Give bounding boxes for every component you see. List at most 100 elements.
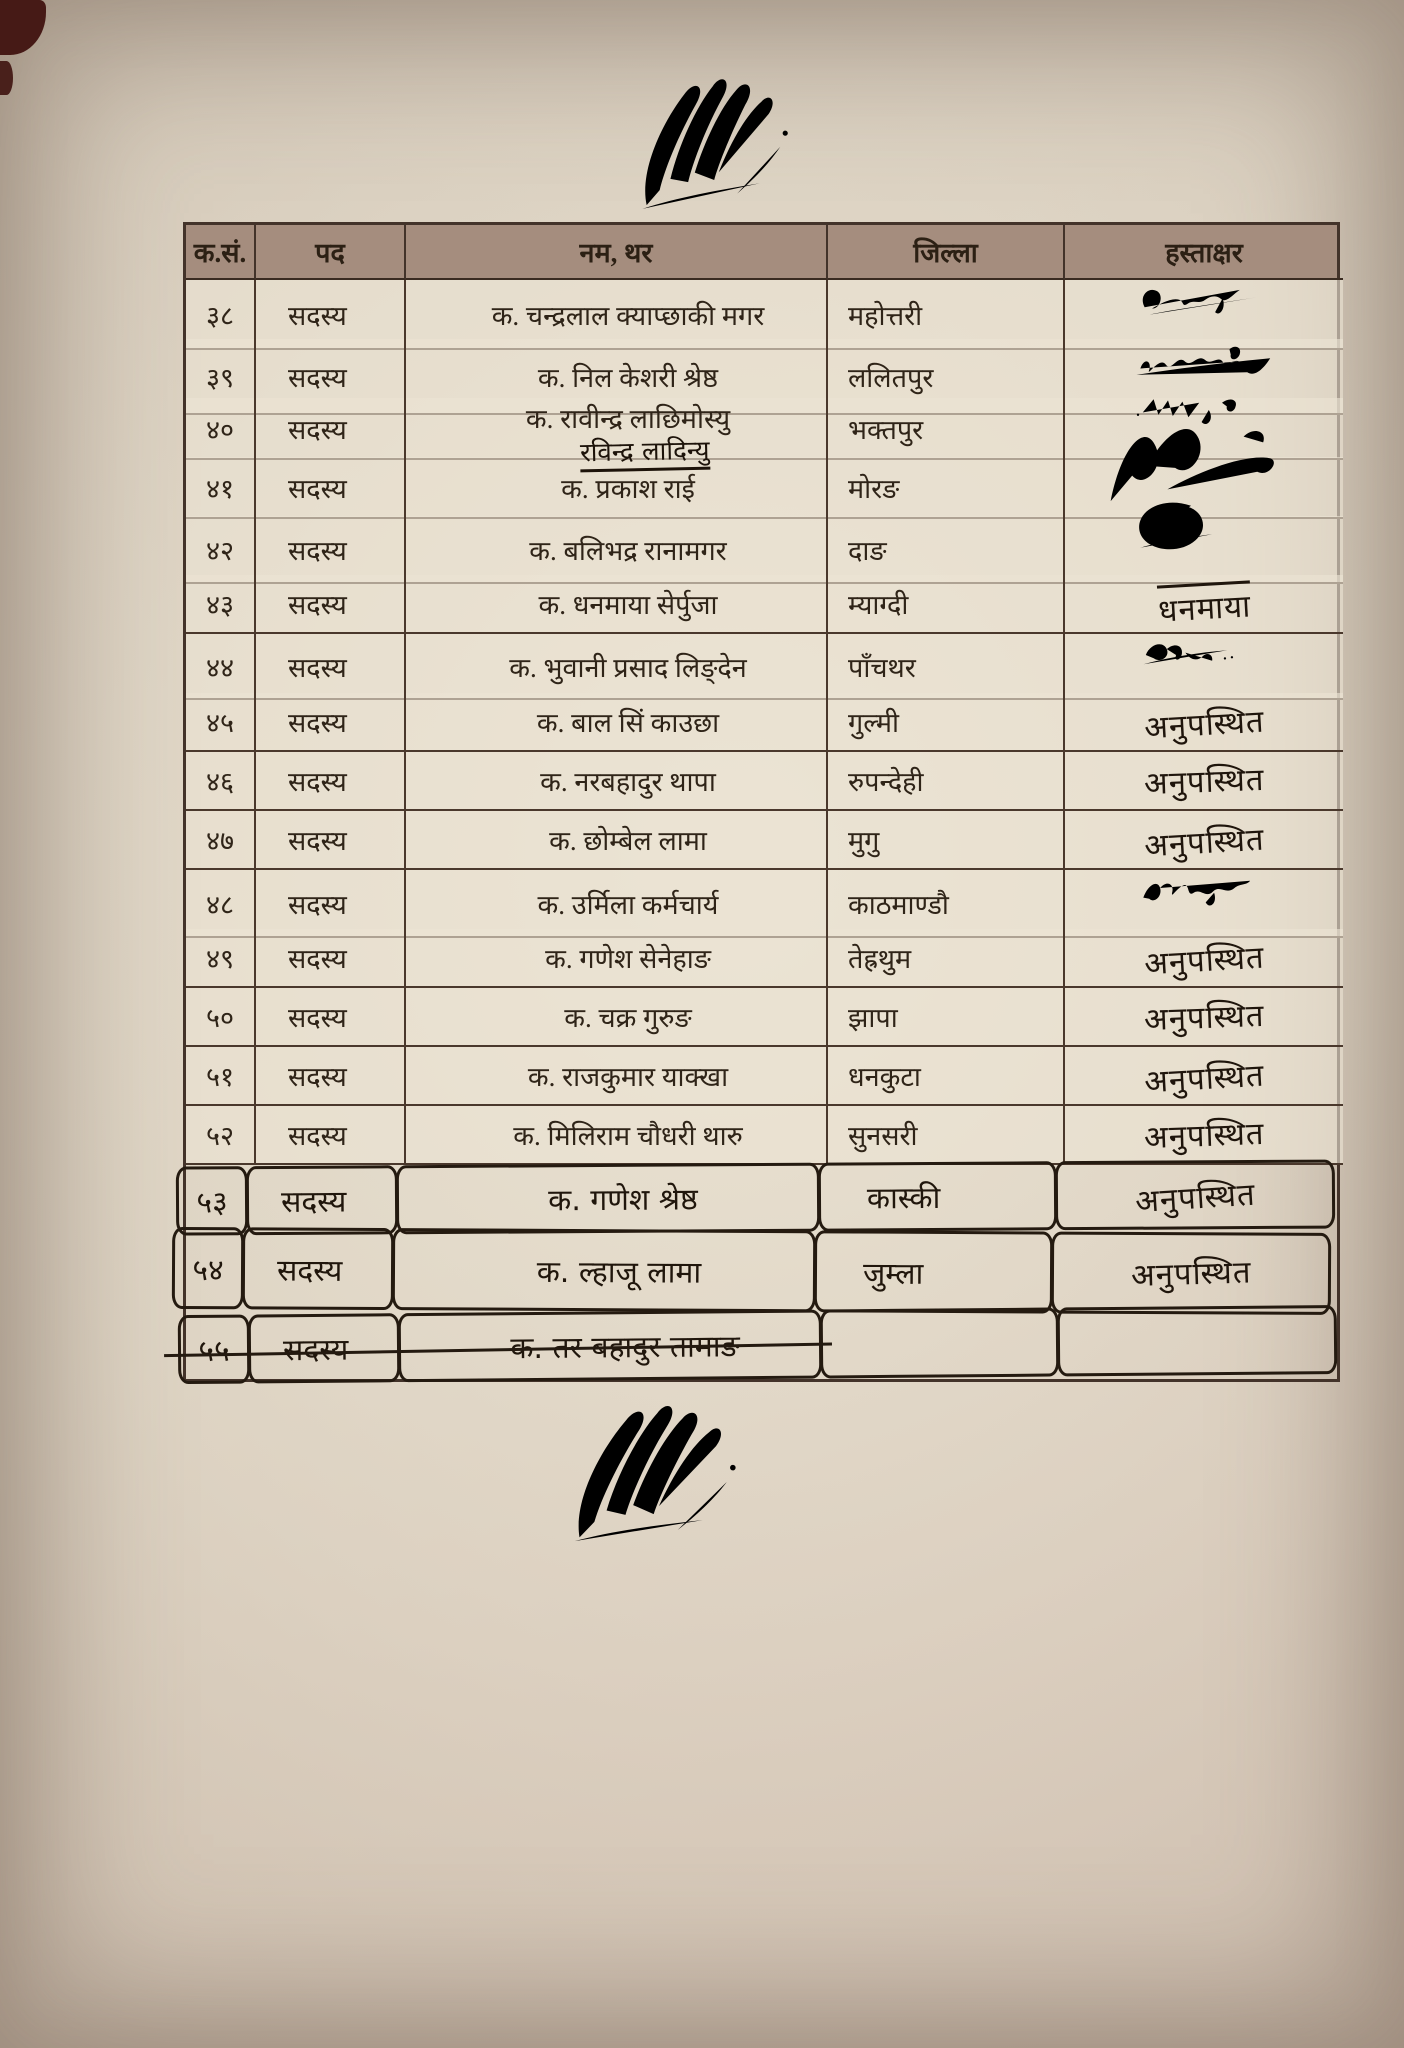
district-cell: झापा [828,988,1065,1047]
position-cell: सदस्य [256,1106,406,1165]
member-name: क. राजकुमार याक्खा [527,1062,729,1092]
handwritten-signature-text: अनुपस्थित [1143,1057,1266,1100]
district-cell: भक्तपुर [828,398,1065,460]
name-cell: क. राजकुमार याक्खा [406,1047,828,1106]
handwritten-signature-text: अनुपस्थित [1143,939,1266,982]
signature-cell [1065,870,1343,938]
header-name: नम, थर [406,225,828,280]
table-row: ५५ सदस्य क. तर बहादुर तामाङ [177,1305,1354,1385]
district-cell [819,1307,1060,1379]
district-cell: जुम्ला [813,1230,1054,1314]
member-name: क. बाल सिं काउछा [536,708,720,738]
signature-cell [1065,496,1343,584]
signature-cell: धनमाया [1065,575,1343,634]
district-cell: सुनसरी [828,1106,1065,1165]
member-name: क. तर बहादुर तामाङ [510,1329,740,1367]
header-position: पद [256,225,406,280]
member-name: क. छोम्बेल लामा [549,826,707,856]
district-cell: महोत्तरी [828,280,1065,350]
position-cell: सदस्य [256,634,406,700]
photo-corner-artifact [0,0,46,55]
handwritten-signature-text: अनुपस्थित [1143,761,1265,802]
table-row: ५० सदस्य क. चक्र गुरुङ झापा अनुपस्थित [186,988,1343,1047]
serial-number-cell: ४३ [186,575,256,634]
position-cell: सदस्य [256,457,406,519]
position-cell: सदस्य [245,1165,399,1236]
signature-scribble [1138,496,1212,560]
handwritten-signature-text: अनुपस्थित [1143,821,1266,864]
position-cell: सदस्य [241,1227,395,1311]
name-cell: क. उर्मिला कर्मचार्य [406,870,828,938]
district-cell: धनकुटा [828,1047,1065,1106]
serial-number-cell: ४७ [186,811,256,870]
member-name: क. बलिभद्र रानामगर [529,535,727,566]
table-row: ३८ सदस्य क. चन्द्रलाल क्याप्छाकी मगर महो… [186,280,1343,350]
name-cell: क. चन्द्रलाल क्याप्छाकी मगर [406,280,828,350]
attendance-table: क.सं. पद नम, थर जिल्ला हस्ताक्षर ३८ सदस्… [171,222,1343,1385]
name-cell: क. बलिभद्र रानामगर [406,516,828,584]
district-cell: म्याग्दी [828,575,1065,634]
serial-number-cell: ४६ [186,752,256,811]
signature-cell: अनुपस्थित [1050,1231,1332,1315]
serial-number-cell: ५५ [177,1314,251,1385]
table-row: ४४ सदस्य क. भुवानी प्रसाद लिङ्देन पाँचथर [186,634,1343,700]
handwritten-signature-text: अनुपस्थित [1143,703,1266,746]
district-cell: काठमाण्डौ [828,870,1065,938]
position-cell: सदस्य [256,752,406,811]
header-district: जिल्ला [828,225,1065,280]
member-name: क. नरबहादुर थापा [540,767,716,797]
name-cell: क. तर बहादुर तामाङ [397,1309,823,1383]
serial-number-cell: ५१ [186,1047,256,1106]
table-row: ४३ सदस्य क. धनमाया सेर्पुजा म्याग्दी धनम… [186,575,1343,634]
signature-scribble [1143,644,1234,665]
member-name: क. मिलिराम चौधरी थारु [513,1121,743,1151]
signature-scribble [1142,880,1250,906]
signature-cell: अनुपस्थित [1065,752,1343,811]
position-cell: सदस्य [256,988,406,1047]
serial-number-cell: ५३ [175,1166,249,1236]
table-row: ४७ सदस्य क. छोम्बेल लामा मुगु अनुपस्थित [186,811,1343,870]
name-cell: क. गणेश श्रेष्ठ [395,1162,821,1235]
top-signature-scribble [606,52,803,230]
position-cell: सदस्य [256,398,406,460]
handwritten-name-correction: रविन्द्र लादिन्यु [579,430,711,473]
signature-cell [1065,280,1343,350]
district-cell: कास्की [817,1161,1058,1232]
member-name: क. चक्र गुरुङ [564,1003,692,1033]
district-cell: रुपन्देही [828,752,1065,811]
member-name: क. ल्हाजू लामा [536,1254,702,1291]
name-cell: क. गणेश सेनेहाङ [406,929,828,988]
member-name: क. निल केशरी श्रेष्ठ [537,362,719,393]
position-cell: सदस्य [256,693,406,752]
member-name: क. रावीन्द्र लाछिमोस्यु [525,404,731,434]
table-row: ४८ सदस्य क. उर्मिला कर्मचार्य काठमाण्डौ [186,870,1343,938]
signature-cell: अनुपस्थित [1065,929,1343,988]
table-row: ३९ सदस्य क. निल केशरी श्रेष्ठ ललितपुर [186,339,1343,415]
photo-corner-artifact [0,61,13,95]
position-cell: सदस्य [256,870,406,938]
table-row: ४९ सदस्य क. गणेश सेनेहाङ तेह्रथुम अनुपस्… [186,929,1343,988]
member-name: क. धनमाया सेर्पुजा [538,590,718,620]
district-cell: गुल्मी [828,693,1065,752]
header-signature: हस्ताक्षर [1065,225,1343,280]
name-cell: क. ल्हाजू लामा [391,1228,817,1313]
serial-number-cell: ४२ [186,516,256,584]
serial-number-cell: ४१ [186,457,256,519]
signature-cell: अनुपस्थित [1065,811,1343,870]
signature-cell: अनुपस्थित [1065,1106,1343,1165]
table-row: ५२ सदस्य क. मिलिराम चौधरी थारु सुनसरी अन… [186,1106,1343,1165]
name-cell: क. नरबहादुर थापा [406,752,828,811]
table-row: ५१ सदस्य क. राजकुमार याक्खा धनकुटा अनुपस… [186,1047,1343,1106]
table-row: ४५ सदस्य क. बाल सिं काउछा गुल्मी अनुपस्थ… [186,693,1343,752]
handwritten-signature-text: अनुपस्थित [1133,1176,1257,1220]
serial-number-cell: ४४ [186,634,256,700]
serial-number-cell: ५२ [186,1106,256,1165]
header-sn: क.सं. [186,225,256,280]
position-cell: सदस्य [256,1047,406,1106]
serial-number-cell: ३८ [186,280,256,350]
handwritten-signature-text: धनमाया [1156,579,1252,632]
serial-number-cell: ५० [186,988,256,1047]
name-cell: क. चक्र गुरुङ [406,988,828,1047]
signature-scribble [1142,289,1258,315]
member-name: क. भुवानी प्रसाद लिङ्देन [509,652,747,683]
